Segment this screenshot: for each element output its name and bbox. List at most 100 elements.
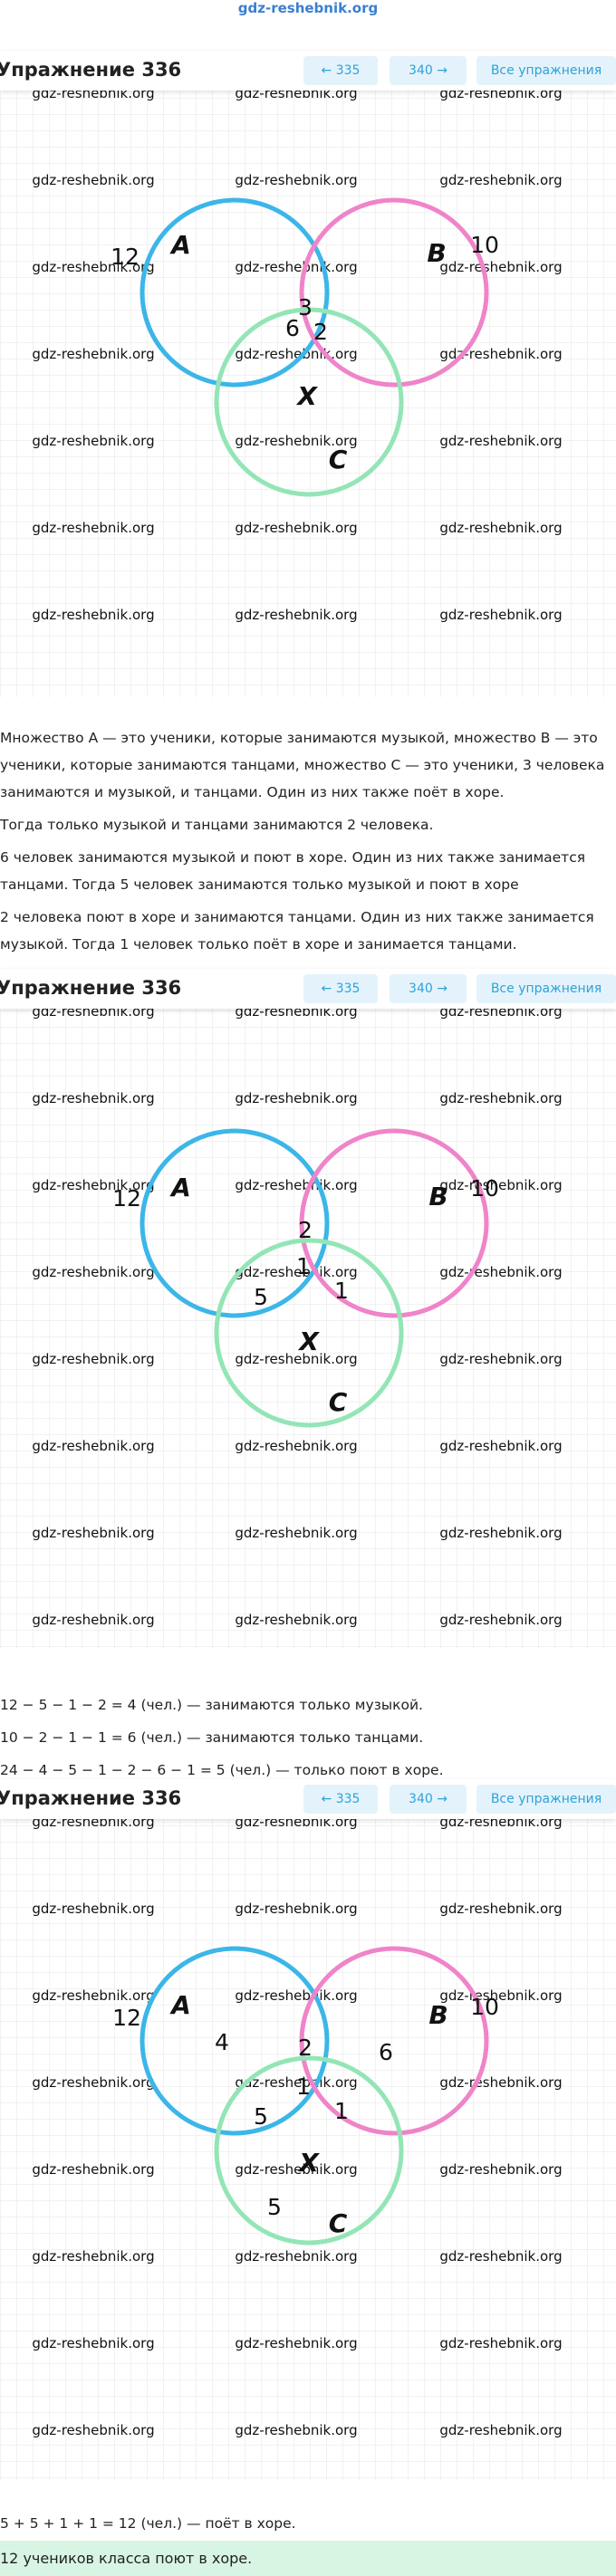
site-logo[interactable]: gdz-reshebnik.org [237,0,379,16]
nav-button[interactable]: ← 335 [303,1785,378,1814]
watermark: gdz-reshebnik.org [439,172,562,188]
watermark: gdz-reshebnik.org [439,520,562,536]
watermark: gdz-reshebnik.org [235,1901,357,1917]
diagram-label: 2 [313,319,328,345]
watermark: gdz-reshebnik.org [235,607,357,623]
watermark: gdz-reshebnik.org [439,1525,562,1541]
watermark: gdz-reshebnik.org [32,1351,154,1367]
paragraph: 24 − 4 − 5 − 1 − 2 − 6 − 1 = 5 (чел.) — … [0,1762,444,1778]
watermark: gdz-reshebnik.org [235,259,357,275]
watermark: gdz-reshebnik.org [235,1177,357,1193]
exercise-header: Упражнение 336 ← 335 340 → Все упражнения [0,51,616,91]
watermark: gdz-reshebnik.org [235,1987,357,2004]
nav-button[interactable]: 340 → [390,1785,467,1814]
nav-button[interactable]: 340 → [390,974,467,1003]
paragraph: Множество A — это ученики, которые заним… [0,730,605,800]
grid-background [0,91,616,697]
watermark: gdz-reshebnik.org [439,1987,562,2004]
watermark: gdz-reshebnik.org [235,1090,357,1106]
diagram-label: X [297,2148,320,2178]
circle-a [140,197,330,388]
diagram-label: A [169,230,191,260]
exercise-header: Упражнение 336 ← 335 340 → Все упражнения [0,1779,616,1819]
watermark: gdz-reshebnik.org [235,1525,357,1541]
nav-button[interactable]: ← 335 [303,974,378,1003]
watermark: gdz-reshebnik.org [32,1264,154,1280]
watermark: gdz-reshebnik.org [32,520,154,536]
diagram-label: 1 [296,2073,311,2100]
watermark: gdz-reshebnik.org [439,2161,562,2178]
watermark: gdz-reshebnik.org [32,2161,154,2178]
watermark: gdz-reshebnik.org [32,1090,154,1106]
nav-button[interactable]: Все упражнения [476,974,616,1003]
diagram-label: 3 [298,294,313,321]
exercise-header: Упражнение 336 ← 335 340 → Все упражнения [0,969,616,1009]
grid-background [0,1009,616,1648]
watermark: gdz-reshebnik.org [439,346,562,362]
circle-b [299,1128,489,1318]
diagram-label: A [169,1990,191,2020]
circle-a [140,1128,330,1318]
watermark: gdz-reshebnik.org [32,172,154,188]
nav-button[interactable]: 340 → [390,56,467,85]
watermark: gdz-reshebnik.org [439,1090,562,1106]
watermark: gdz-reshebnik.org [32,1901,154,1917]
solution-text: 5 + 5 + 1 + 1 = 12 (чел.) — поёт в хоре. [0,2510,612,2542]
exercise-title: Упражнение 336 [0,59,182,81]
diagram-label: 6 [285,315,300,341]
diagram-label: 1 [334,2098,349,2124]
diagram-label: 6 [379,2039,393,2065]
watermark: gdz-reshebnik.org [235,2248,357,2265]
watermark: gdz-reshebnik.org [235,1438,357,1454]
watermark: gdz-reshebnik.org [32,1177,154,1193]
diagram-label: 1 [296,1253,311,1279]
watermark: gdz-reshebnik.org [439,1264,562,1280]
paragraph: 12 − 5 − 1 − 2 = 4 (чел.) — занимаются т… [0,1697,423,1713]
diagram-label: C [329,445,348,474]
watermark: gdz-reshebnik.org [439,1177,562,1193]
watermark: gdz-reshebnik.org [235,2161,357,2178]
diagram-label: 12 [111,244,140,270]
watermark: gdz-reshebnik.org [32,2335,154,2351]
paragraph: 10 − 2 − 1 − 1 = 6 (чел.) — занимаются т… [0,1729,424,1746]
watermark: gdz-reshebnik.org [235,433,357,449]
watermark: gdz-reshebnik.org [439,1351,562,1367]
answer: 12 учеников класса поют в хоре. [0,2541,616,2576]
diagram-label: X [297,1326,320,1356]
circle-b [299,197,489,388]
watermark: gdz-reshebnik.org [235,1264,357,1280]
nav-button[interactable]: Все упражнения [476,1785,616,1814]
grid-background [0,1819,616,2481]
exercise-title: Упражнение 336 [0,977,182,999]
diagram-label: B [427,238,446,268]
watermark: gdz-reshebnik.org [439,607,562,623]
watermark: gdz-reshebnik.org [32,2248,154,2265]
watermark: gdz-reshebnik.org [439,1612,562,1628]
watermark: gdz-reshebnik.org [32,433,154,449]
nav-button[interactable]: ← 335 [303,56,378,85]
diagram-label: C [329,1387,348,1417]
watermark: gdz-reshebnik.org [235,2074,357,2091]
circle-b [299,1946,489,2136]
diagram-label: 2 [298,1217,313,1243]
watermark: gdz-reshebnik.org [439,2248,562,2265]
watermark: gdz-reshebnik.org [439,433,562,449]
watermark: gdz-reshebnik.org [32,1438,154,1454]
diagram-label: 10 [470,1175,499,1202]
paragraph: 6 человек занимаются музыкой и поют в хо… [0,849,586,893]
nav-button[interactable]: Все упражнения [476,56,616,85]
watermark: gdz-reshebnik.org [235,172,357,188]
watermark: gdz-reshebnik.org [32,259,154,275]
diagram-label: 10 [470,232,499,258]
diagram-label: 2 [298,2035,313,2061]
watermark: gdz-reshebnik.org [32,2422,154,2438]
watermark: gdz-reshebnik.org [32,346,154,362]
diagram-label: X [295,381,318,411]
watermark: gdz-reshebnik.org [235,1612,357,1628]
paragraph: 5 + 5 + 1 + 1 = 12 (чел.) — поёт в хоре. [0,2515,296,2532]
diagram-label: 5 [254,2103,268,2130]
exercise-title: Упражнение 336 [0,1787,182,1809]
paragraph: 2 человека поют в хоре и занимаются танц… [0,909,594,953]
watermark: gdz-reshebnik.org [32,2074,154,2091]
